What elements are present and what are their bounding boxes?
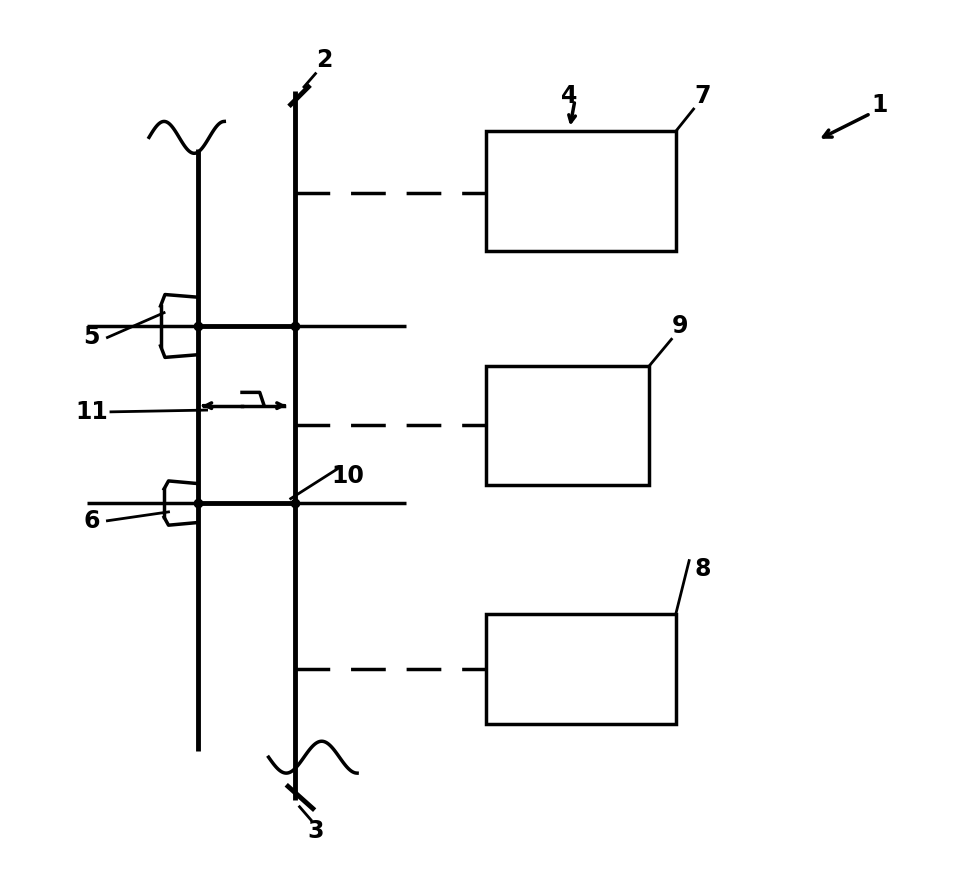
Bar <box>486 131 676 250</box>
Text: 3: 3 <box>307 819 323 843</box>
Text: 7: 7 <box>694 84 711 108</box>
Text: 11: 11 <box>75 400 108 424</box>
Text: 6: 6 <box>84 509 100 533</box>
Text: 2: 2 <box>317 48 332 72</box>
Text: 1: 1 <box>871 93 887 117</box>
Bar <box>486 614 676 724</box>
Bar <box>486 366 650 486</box>
Text: 4: 4 <box>561 84 578 108</box>
Text: 10: 10 <box>332 464 365 488</box>
Text: 5: 5 <box>84 325 100 349</box>
Text: 9: 9 <box>672 314 688 338</box>
Text: 8: 8 <box>694 558 711 582</box>
